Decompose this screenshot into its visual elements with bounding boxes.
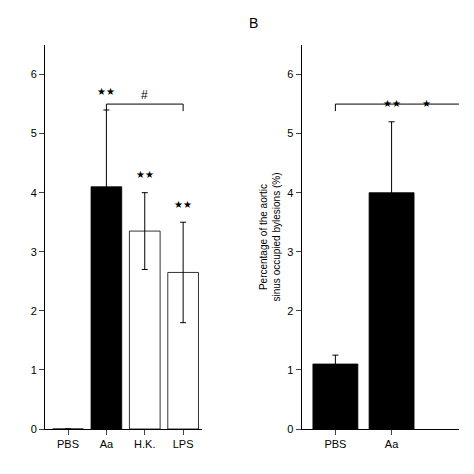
svg-text:0: 0 [31,423,37,435]
svg-text:B: B [249,15,258,31]
svg-text:6: 6 [31,68,37,80]
svg-text:3: 3 [31,246,37,258]
svg-text:4: 4 [31,187,37,199]
svg-text:★: ★ [422,98,431,109]
svg-text:★★: ★★ [136,169,154,180]
svg-text:★★: ★★ [97,86,115,97]
svg-text:1: 1 [31,364,37,376]
svg-text:Aa: Aa [100,438,114,450]
svg-text:5: 5 [287,127,293,139]
svg-text:#: # [141,88,148,102]
svg-text:5: 5 [31,127,37,139]
svg-text:6: 6 [287,68,293,80]
svg-text:PBS: PBS [57,438,79,450]
svg-text:H.K.: H.K. [134,438,155,450]
svg-text:1: 1 [287,364,293,376]
svg-text:Percentage of the aorticsinus: Percentage of the aorticsinus occupied b… [258,173,282,302]
svg-text:2: 2 [31,305,37,317]
svg-text:PBS: PBS [324,438,346,450]
svg-text:★★: ★★ [383,98,401,109]
svg-text:LPS: LPS [173,438,194,450]
svg-text:0: 0 [287,423,293,435]
svg-text:Aa: Aa [385,438,399,450]
svg-text:2: 2 [287,305,293,317]
svg-text:4: 4 [287,187,293,199]
svg-text:★★: ★★ [174,199,192,210]
svg-text:3: 3 [287,246,293,258]
